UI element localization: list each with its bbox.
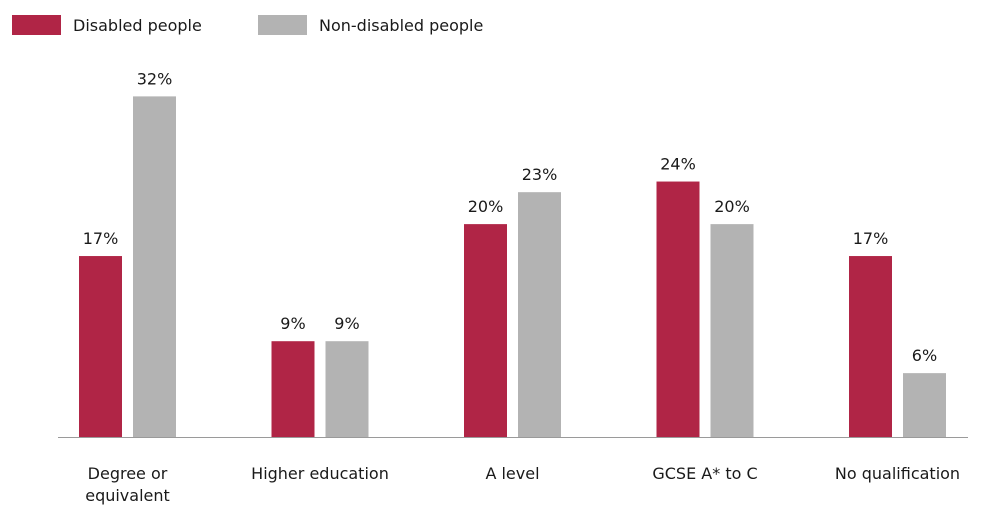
value-label-non-disabled-4: 6% [912,346,937,365]
bar-non-disabled-3 [710,224,754,437]
bars [79,96,946,437]
value-label-disabled-0: 17% [83,229,119,248]
value-label-non-disabled-3: 20% [714,197,750,216]
bar-non-disabled-4 [903,373,946,437]
legend-label-non-disabled: Non-disabled people [319,16,483,35]
bar-disabled-4 [849,256,892,437]
legend-swatch-disabled [12,15,61,35]
x-tick-label-3: GCSE A* to C [652,464,757,483]
x-tick-label-2: A level [485,464,539,483]
x-tick-labels: Degree or equivalent Higher education A lev… [85,464,960,505]
legend-swatch-non-disabled [258,15,307,35]
value-label-non-disabled-2: 23% [522,165,558,184]
x-tick-label-0: Degree or equivalent [85,464,170,505]
x-tick-label-1: Higher education [251,464,389,483]
value-label-disabled-4: 17% [853,229,889,248]
value-labels: 17% 32% 9% 9% 20% 23% 24% 20% 17% 6% [83,69,937,365]
bar-disabled-1 [271,341,315,437]
bar-non-disabled-0 [133,96,176,437]
value-label-non-disabled-0: 32% [137,69,173,88]
x-tick-label-4: No qualification [835,464,960,483]
legend: Disabled people Non-disabled people [12,15,483,35]
value-label-disabled-1: 9% [280,314,305,333]
bar-non-disabled-1 [325,341,369,437]
bar-disabled-0 [79,256,122,437]
value-label-disabled-2: 20% [468,197,504,216]
bar-non-disabled-2 [518,192,561,437]
value-label-disabled-3: 24% [660,155,696,174]
legend-label-disabled: Disabled people [73,16,202,35]
bar-disabled-3 [656,181,700,437]
bar-disabled-2 [464,224,507,437]
value-label-non-disabled-1: 9% [334,314,359,333]
